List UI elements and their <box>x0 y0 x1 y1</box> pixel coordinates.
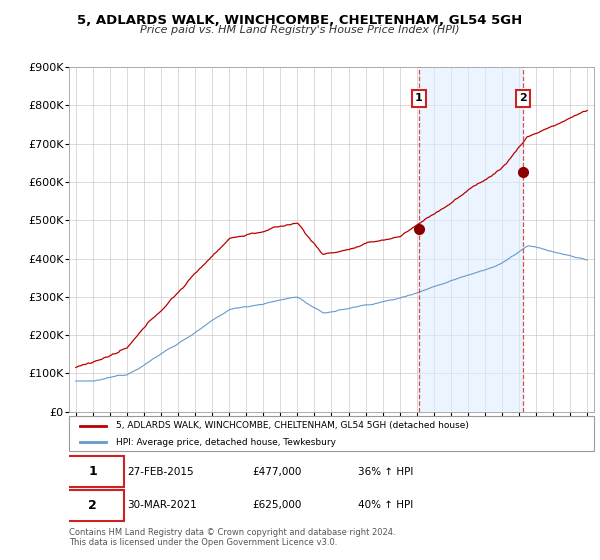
Text: This data is licensed under the Open Government Licence v3.0.: This data is licensed under the Open Gov… <box>69 538 337 547</box>
FancyBboxPatch shape <box>69 416 594 451</box>
Text: £477,000: £477,000 <box>253 467 302 477</box>
Text: 40% ↑ HPI: 40% ↑ HPI <box>358 501 413 510</box>
Text: 2: 2 <box>520 93 527 103</box>
Text: 30-MAR-2021: 30-MAR-2021 <box>127 501 197 510</box>
Text: 5, ADLARDS WALK, WINCHCOMBE, CHELTENHAM, GL54 5GH: 5, ADLARDS WALK, WINCHCOMBE, CHELTENHAM,… <box>77 14 523 27</box>
FancyBboxPatch shape <box>61 490 124 521</box>
Text: 36% ↑ HPI: 36% ↑ HPI <box>358 467 413 477</box>
Text: Price paid vs. HM Land Registry's House Price Index (HPI): Price paid vs. HM Land Registry's House … <box>140 25 460 35</box>
Text: HPI: Average price, detached house, Tewkesbury: HPI: Average price, detached house, Tewk… <box>116 437 336 447</box>
Text: 27-FEB-2015: 27-FEB-2015 <box>127 467 193 477</box>
Text: Contains HM Land Registry data © Crown copyright and database right 2024.: Contains HM Land Registry data © Crown c… <box>69 528 395 536</box>
Text: 5, ADLARDS WALK, WINCHCOMBE, CHELTENHAM, GL54 5GH (detached house): 5, ADLARDS WALK, WINCHCOMBE, CHELTENHAM,… <box>116 421 469 430</box>
Text: £625,000: £625,000 <box>253 501 302 510</box>
Text: 1: 1 <box>415 93 422 103</box>
Text: 1: 1 <box>88 465 97 478</box>
Text: 2: 2 <box>88 499 97 512</box>
FancyBboxPatch shape <box>61 456 124 487</box>
